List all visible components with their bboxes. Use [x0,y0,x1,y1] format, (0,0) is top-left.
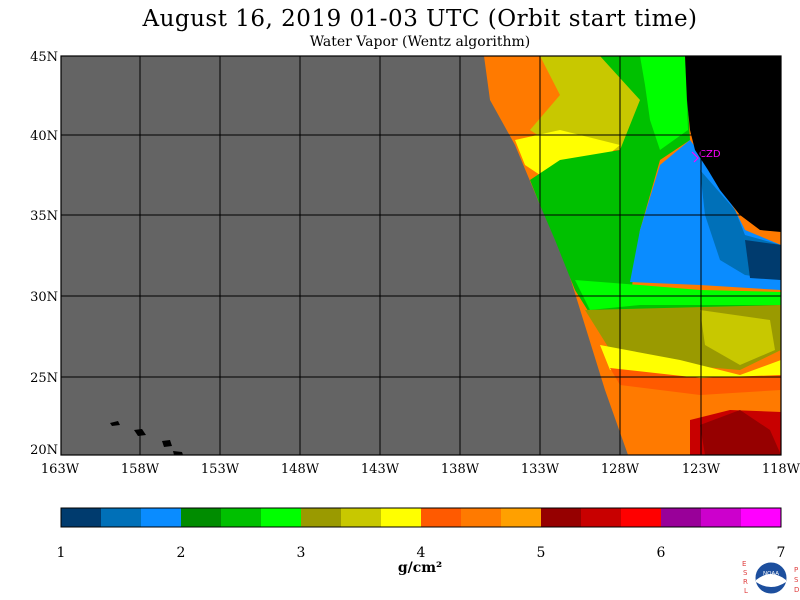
lat-label-40n: 40N [30,129,58,144]
colorbar-swatch [61,508,102,527]
map-frame [60,55,782,456]
logo-letter-r: R [743,578,748,586]
colorbar-tick-1: 1 [56,545,66,561]
colorbar-unit: g/cm² [397,560,443,576]
colorbar-swatch [581,508,622,527]
colorbar-swatch [341,508,382,527]
logo-letter-l: L [744,587,748,595]
colorbar-tick-5: 5 [536,545,546,561]
colorbar-swatch [621,508,662,527]
colorbar-frame [60,507,782,528]
lon-label-153w: 153W [200,462,240,477]
lon-label-128w: 128W [600,462,640,477]
swath-band-bright-green [640,56,688,150]
lon-label-143w: 143W [360,462,400,477]
colorbar-swatch [301,508,342,527]
colorbar-swatch [501,508,542,527]
lon-label-123w: 123W [681,462,721,477]
land-north-america [685,56,781,232]
colorbar-tick-7: 7 [776,545,786,561]
colorbar-swatch [101,508,142,527]
lon-label-158w: 158W [120,462,160,477]
swath-band-bright-green-2 [575,280,781,310]
colorbar-swatch [221,508,262,527]
chart-subtitle: Water Vapor (Wentz algorithm) [309,34,531,50]
swath-data [484,56,781,455]
swath-band-green [530,56,781,330]
colorbar-swatch [381,508,422,527]
logo-letter-e: E [742,560,746,568]
lat-label-25n: 25N [30,371,58,386]
lat-label-30n: 30N [30,290,58,305]
logo-letter-p: P [794,566,798,574]
logo-letter-d: D [794,586,799,594]
colorbar-swatch [741,508,782,527]
swath-band-navy [745,240,781,280]
station-label: CZD [699,149,721,160]
colorbar-tick-6: 6 [656,545,666,561]
colorbar-swatch [701,508,742,527]
swath-band-yellow-low [600,345,781,380]
colorbar-tick-4: 4 [416,545,426,561]
colorbar-swatch [661,508,702,527]
colorbar-swatch [181,508,222,527]
chart-title: August 16, 2019 01-03 UTC (Orbit start t… [142,6,698,32]
map-grid [61,56,781,455]
colorbar-swatch [141,508,182,527]
noaa-esrl-psd-logo: E S R L P S D NOAA [742,560,799,595]
lon-label-138w: 138W [440,462,480,477]
lat-label-35n: 35N [30,209,58,224]
lon-label-148w: 148W [280,462,320,477]
lon-label-133w: 133W [520,462,560,477]
colorbar-tick-2: 2 [176,545,186,561]
lon-label-118w: 118W [761,462,800,477]
swath-band-olive-light [700,310,775,365]
colorbar-tick-3: 3 [296,545,306,561]
colorbar-swatch [421,508,462,527]
colorbar-swatch [461,508,502,527]
lon-label-163w: 163W [40,462,80,477]
logo-letter-s: S [743,569,748,577]
lat-label-20n: 20N [30,443,58,458]
swath-band-orange-low [610,368,781,395]
logo-letter-s2: S [794,576,799,584]
logo-noaa-text: NOAA [763,571,779,577]
station-marker [691,151,699,163]
colorbar [61,508,782,527]
colorbar-swatch [541,508,582,527]
swath-band-dark-red [700,410,781,455]
lat-label-45n: 45N [30,50,58,65]
colorbar-swatch [261,508,302,527]
